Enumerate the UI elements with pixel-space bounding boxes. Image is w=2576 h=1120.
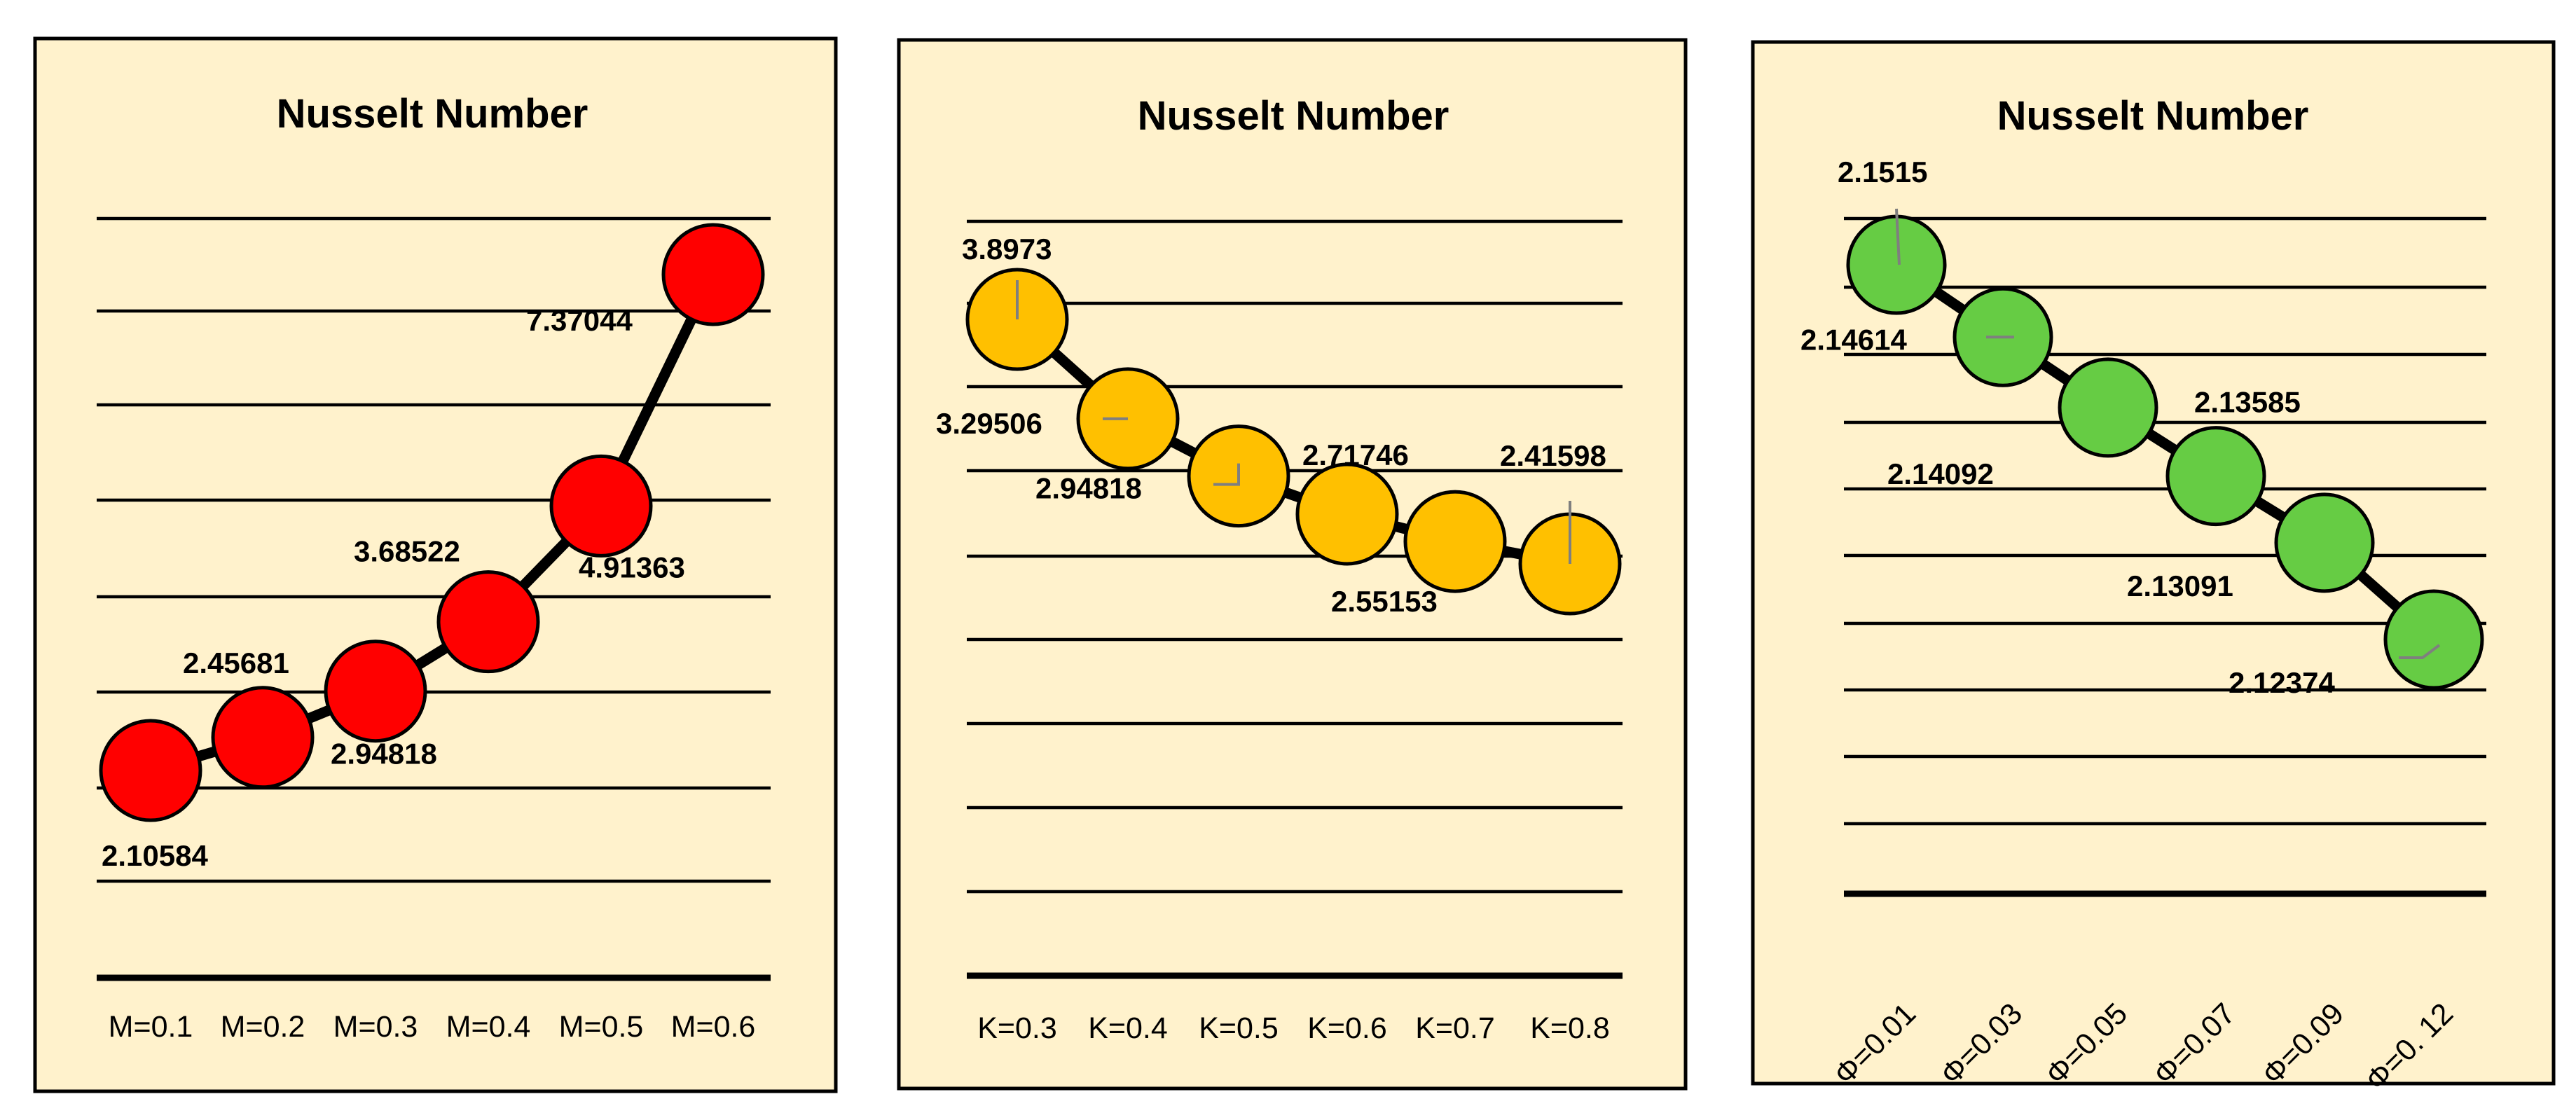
- data-point-marker: [2165, 426, 2266, 527]
- data-label: 2.71746: [1302, 438, 1409, 471]
- data-point-marker: [324, 639, 427, 743]
- panel-3-gridlines: [1844, 216, 2486, 897]
- panel-2-gridlines: [967, 219, 1623, 979]
- panel-2-plot: 3.8973 3.29506 2.94818 2.71746 2.55153 2.4159…: [936, 233, 1622, 618]
- x-tick-label: M=0.5: [559, 1010, 644, 1044]
- x-tick-label: K=0.8: [1530, 1011, 1610, 1045]
- data-label: 2.12374: [2229, 666, 2335, 699]
- x-tick-label: K=0.7: [1415, 1011, 1495, 1045]
- panel-2-title: Nusselt Number: [1138, 93, 1449, 139]
- data-point-marker: [2058, 357, 2158, 458]
- chart-panel-1: Nusselt Number 2.10584 2.45681 2.94818 3.68…: [33, 36, 838, 1093]
- chart-panel-3: Nusselt Number 2.1515 2.14614 2.14092 2.135…: [1751, 40, 2556, 1098]
- data-point-marker: [211, 686, 315, 789]
- panel-2-x-ticks: K=0.3 K=0.4 K=0.5 K=0.6 K=0.7 K=0.8: [977, 1011, 1610, 1045]
- data-label-leader: [1895, 208, 1901, 265]
- data-label: 2.1515: [1838, 155, 1927, 188]
- data-label: 2.10584: [102, 839, 208, 872]
- x-tick-label: K=0.5: [1199, 1011, 1279, 1045]
- data-label: 3.8973: [962, 233, 1052, 265]
- x-tick-label: K=0.6: [1307, 1011, 1387, 1045]
- data-label-leader: [2399, 644, 2441, 659]
- data-label: 2.13091: [2127, 569, 2233, 602]
- data-label: 2.14614: [1800, 323, 1907, 356]
- data-label: 2.94818: [331, 738, 437, 770]
- panel-3-plot: 2.1515 2.14614 2.14092 2.13585 2.13091 2.1237…: [1800, 155, 2484, 699]
- data-label: 4.91363: [579, 551, 685, 583]
- data-point-marker: [2274, 492, 2375, 593]
- panel-3-title: Nusselt Number: [1997, 93, 2309, 139]
- data-label: 7.37044: [526, 304, 633, 337]
- data-label: 2.14092: [1887, 457, 1994, 490]
- x-tick-label: M=0.2: [221, 1010, 305, 1044]
- data-label: 2.13585: [2194, 386, 2301, 419]
- panel-3-background: [1751, 40, 2556, 1086]
- data-point-marker: [99, 719, 202, 822]
- data-label: 3.68522: [354, 535, 460, 568]
- panel-1-x-ticks: M=0.1 M=0.2 M=0.3 M=0.4 M=0.5 M=0.6: [109, 1010, 756, 1044]
- data-point-marker: [661, 223, 765, 326]
- data-label: 2.41598: [1500, 439, 1606, 472]
- data-point-marker: [1295, 462, 1399, 566]
- x-tick-label: M=0.6: [671, 1010, 756, 1044]
- data-point-marker: [1403, 490, 1507, 593]
- panel-1-plot: 2.10584 2.45681 2.94818 3.68522 4.91363 7.370…: [99, 223, 765, 872]
- data-point-marker: [436, 570, 540, 674]
- data-label: 2.94818: [1035, 472, 1142, 505]
- data-point-marker: [549, 454, 653, 558]
- x-tick-label: M=0.3: [333, 1010, 418, 1044]
- data-point-marker: [2383, 589, 2484, 690]
- x-tick-label: M=0.1: [109, 1010, 193, 1044]
- data-label: 2.45681: [183, 647, 289, 679]
- x-tick-label: M=0.4: [446, 1010, 531, 1044]
- x-tick-label: K=0.4: [1088, 1011, 1168, 1045]
- panel-1-gridlines: [97, 216, 771, 981]
- panel-1-title: Nusselt Number: [277, 91, 588, 137]
- data-label: 2.55153: [1331, 585, 1438, 618]
- chart-panel-2: Nusselt Number 3.8973 3.29506 2.94818 2.717…: [897, 38, 1688, 1091]
- panel-1-background: [33, 36, 838, 1093]
- x-tick-label: K=0.3: [977, 1011, 1057, 1045]
- data-label-leader: [1213, 463, 1240, 486]
- data-label: 3.29506: [936, 407, 1042, 440]
